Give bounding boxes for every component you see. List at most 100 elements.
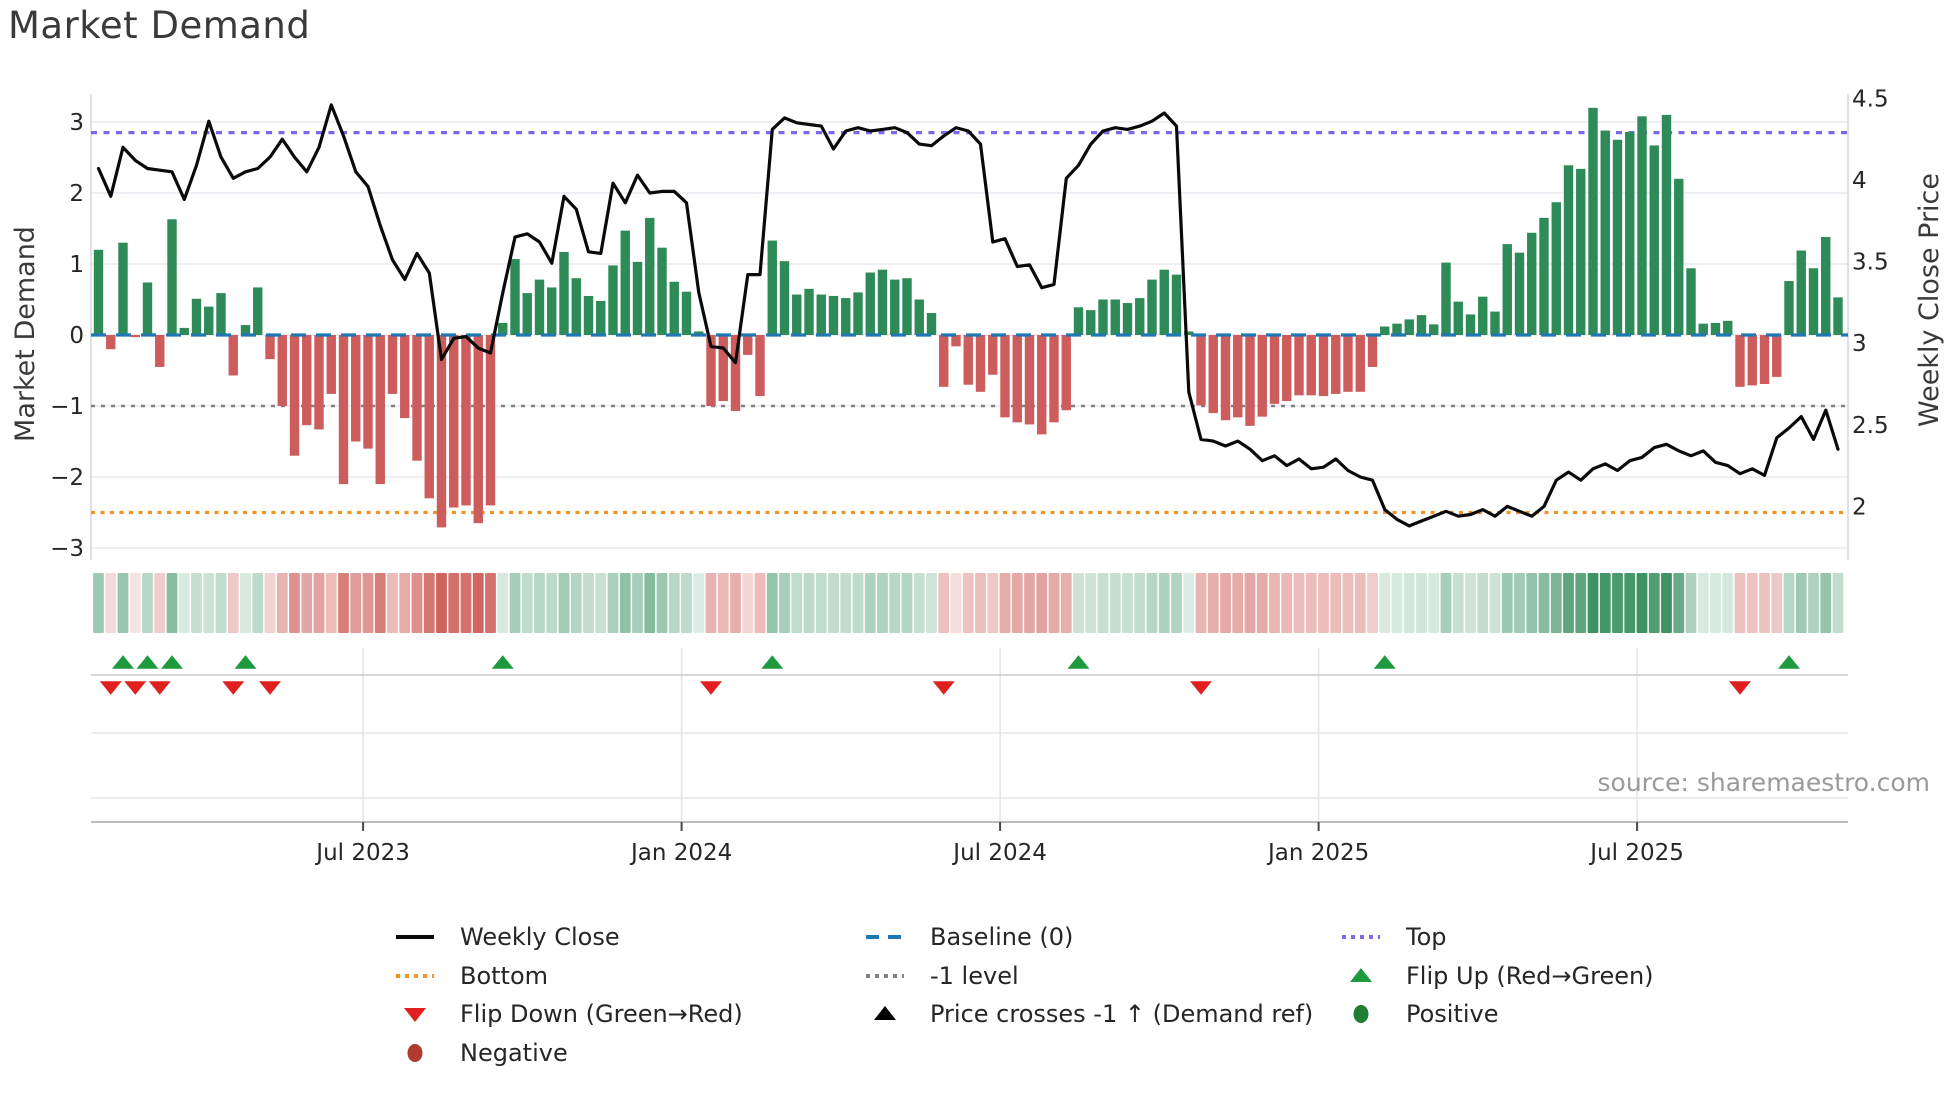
demand-bar-positive [926,312,937,335]
demand-bar-positive [1465,314,1476,335]
heatmap-cell [1624,573,1636,633]
heatmap-cell [252,573,264,633]
demand-bar-negative [473,335,483,524]
demand-bar-negative [1747,335,1757,386]
heatmap-cell [1109,573,1121,633]
demand-bar-positive [510,259,520,335]
demand-bar-positive [1833,297,1843,335]
heatmap-cell [1097,573,1109,633]
demand-bar-negative [277,335,287,406]
demand-bar-positive [779,261,790,335]
heatmap-cell [227,573,239,633]
heatmap-cell [1342,573,1354,633]
demand-bar-positive [1539,217,1549,335]
heatmap-cell [1783,573,1795,633]
heatmap-cell [1440,573,1452,633]
demand-bar-negative [1294,335,1304,396]
heatmap-cell [1024,573,1035,633]
left-axis-tick-label: 2 [69,181,84,207]
heatmap-cell [142,573,153,633]
right-axis-tick-label: 2 [1852,494,1867,520]
heatmap-cell [1146,573,1158,633]
demand-bar-negative [449,335,459,508]
demand-bar-positive [853,292,863,335]
demand-bar-positive [1698,323,1708,335]
demand-bar-positive [559,251,569,335]
heatmap-cell [558,573,570,633]
left-axis-tick-label: 0 [69,323,84,349]
demand-bar-negative [1269,335,1280,404]
right-axis-tick-label: 4 [1852,168,1867,194]
demand-bar-negative [130,335,140,338]
demand-bar-positive [1796,250,1806,335]
heatmap-cell [1195,573,1207,633]
heatmap-cell [1612,573,1623,633]
heatmap-cell [1379,573,1391,633]
demand-bar-negative [1196,335,1206,406]
heatmap-cell [1465,573,1476,633]
x-axis-tick-label: Jan 2024 [629,840,732,866]
demand-bar-positive [1086,310,1096,335]
demand-bar-positive [792,294,802,335]
flip-down-marker [932,681,955,695]
demand-bar-positive [547,287,557,335]
demand-bar-positive [167,219,177,335]
demand-bar-positive [216,293,226,335]
heatmap-cell [1795,573,1807,633]
heatmap-cell [154,573,166,633]
demand-bar-negative [1306,335,1316,396]
demand-bar-positive [1478,296,1488,335]
heatmap-cell [717,573,729,633]
demand-bar-negative [326,335,336,394]
demand-bar-negative [963,335,973,385]
heatmap-cell [374,573,386,633]
heatmap-cell [987,573,999,633]
heatmap-cell [901,573,913,633]
heatmap-cell [325,573,337,633]
dotted-purple-icon [1338,927,1384,947]
flip-down-marker [1729,681,1751,695]
demand-bar-positive [669,281,679,335]
legend-item-label: Negative [460,1039,568,1068]
heatmap-cell [619,573,631,633]
demand-bar-positive [1147,279,1157,335]
heatmap-cell [889,573,901,633]
heatmap-cell [705,573,717,633]
heatmap-cell [1158,573,1170,633]
heatmap-cell [178,573,190,633]
flip-down-marker [700,681,722,695]
heatmap-cell [105,573,117,633]
heatmap-cell [1220,573,1231,633]
demand-bar-positive [1821,237,1831,335]
heatmap-cell [166,573,178,633]
heatmap-cell [1134,573,1146,633]
line-solid-black-icon [392,927,438,947]
heatmap-cell [1428,573,1440,633]
legend-item-label: Top [1406,923,1447,952]
heatmap-cell [1648,573,1660,633]
demand-bar-negative [1049,335,1059,423]
heatmap-cell [1808,573,1819,633]
right-axis-tick-label: 2.5 [1852,413,1889,439]
demand-bar-negative [338,335,349,485]
demand-bar-positive [1527,232,1537,335]
demand-bar-positive [1661,114,1672,336]
heatmap-cell [999,573,1011,633]
legend-item: Flip Up (Red→Green) [1338,957,1654,996]
heatmap-cell [1746,573,1758,633]
heatmap-cell [387,573,398,633]
heatmap-cell [1416,573,1427,633]
heatmap-cell [1403,573,1415,633]
demand-bar-positive [1514,252,1525,335]
demand-bar-positive [583,295,594,335]
right-axis-tick-label: 3 [1852,331,1867,357]
heatmap-cell [1085,573,1097,633]
source-credit: source: sharemaestro.com [1597,768,1931,797]
heatmap-cell [656,573,668,633]
heatmap-cell [436,573,447,633]
heatmap-cell [1759,573,1770,633]
left-axis-title: Market Demand [10,226,41,442]
demand-bar-negative [351,335,361,442]
legend-column-3: Top Flip Up (Red→Green) Positive [1338,918,1654,1034]
heatmap-cell [301,573,313,633]
